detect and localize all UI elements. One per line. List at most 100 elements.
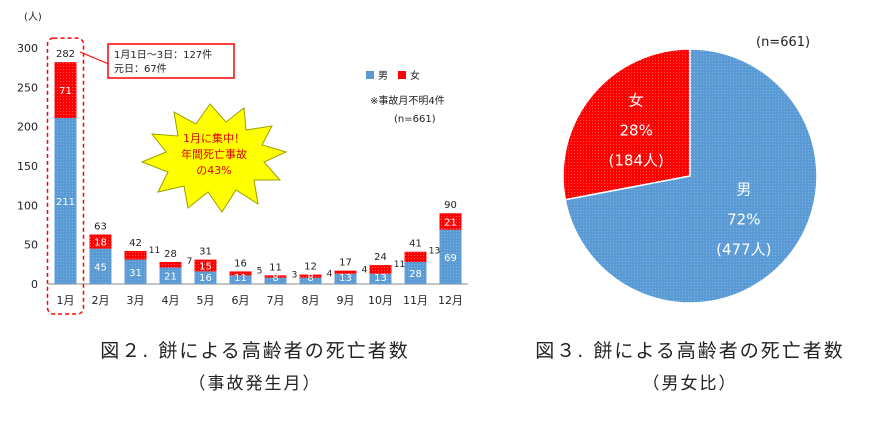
male-value-label: 21 [164, 272, 177, 283]
x-tick-label: 2月 [92, 294, 110, 307]
bar-male [89, 248, 112, 284]
bar-male [404, 261, 427, 284]
figure3-caption: 図３. 餅による高齢者の死亡者数 （男女比） [500, 336, 880, 394]
starburst-callout: 1月に集中！ 年間死亡事故 の43% [140, 103, 288, 213]
y-tick-label: 250 [17, 81, 38, 94]
male-value-label: 69 [444, 253, 457, 264]
legend-label-male: 男 [378, 70, 388, 82]
x-tick-label: 8月 [302, 294, 320, 307]
bar-female [89, 234, 112, 249]
bar-total-label: 28 [164, 249, 177, 260]
x-tick-label: 5月 [197, 294, 215, 307]
x-tick-label: 12月 [438, 294, 463, 307]
bar-male [194, 271, 217, 284]
x-tick-label: 1月 [57, 294, 75, 307]
female-value-label: 11 [149, 246, 160, 256]
female-value-label: 13 [429, 247, 440, 257]
figure3-subtitle: （男女比） [642, 374, 738, 394]
bar-female [194, 259, 217, 272]
pie-slice-male-label: 72% [727, 211, 760, 229]
bar-female [404, 251, 427, 262]
callout-line-1: 1月1日～3日：127件 [114, 49, 212, 61]
male-value-label: 45 [94, 262, 107, 273]
x-tick-label: 3月 [127, 294, 145, 307]
y-unit-label: (人) [24, 11, 42, 23]
pie-n-label: (n=661) [756, 35, 810, 50]
x-tick-label: 11月 [403, 294, 428, 307]
starburst-line-3: の43% [196, 164, 231, 177]
starburst-shape [140, 103, 288, 213]
bar-total-label: 90 [444, 200, 457, 211]
bar-male [334, 273, 357, 284]
female-value-label: 5 [257, 266, 263, 276]
female-value-label: 7 [187, 257, 193, 267]
figure2-title: 図２. 餅による高齢者の死亡者数 [100, 340, 410, 362]
y-tick-label: 0 [31, 278, 38, 291]
male-value-label: 13 [339, 273, 352, 284]
bar-female [229, 271, 252, 276]
bar-male [299, 277, 322, 284]
male-value-label: 31 [129, 268, 142, 279]
callout-line-2: 元日：67件 [114, 63, 167, 75]
bar-total-label: 11 [269, 262, 282, 273]
bar-female [299, 274, 322, 278]
legend: 男 女 ※事故月不明4件 (n=661) [366, 69, 445, 125]
bar-female [334, 270, 357, 274]
pie-slice-female [562, 48, 691, 201]
male-value-label: 13 [374, 273, 387, 284]
pie-slice-female-label: 28% [620, 121, 653, 139]
bar-male [369, 273, 392, 284]
pie-slice-female-label: (184人) [609, 151, 664, 169]
bar-total-label: 63 [94, 221, 107, 232]
starburst-line-1: 1月に集中！ [183, 131, 245, 145]
bar-total-label: 31 [199, 247, 212, 258]
legend-n: (n=661) [394, 114, 436, 125]
male-value-label: 11 [234, 273, 247, 284]
bar-total-label: 282 [56, 49, 75, 60]
x-tick-label: 4月 [162, 294, 180, 307]
male-value-label: 28 [409, 269, 422, 280]
x-tick-label: 9月 [337, 294, 355, 307]
january-highlight-frame [46, 37, 85, 315]
bar-male [159, 267, 182, 284]
pie-slice-male [564, 48, 818, 304]
bar-female [264, 275, 287, 278]
x-tick-label: 7月 [267, 294, 285, 307]
bar-total-label: 17 [339, 258, 352, 269]
bar-female [439, 213, 462, 230]
female-value-label: 11 [394, 260, 405, 270]
female-value-label: 71 [59, 86, 72, 97]
bar-total-label: 42 [129, 238, 142, 249]
male-value-label: 8 [272, 273, 278, 284]
january-callout: 1月1日～3日：127件 元日：67件 [79, 43, 235, 79]
callout-box [107, 43, 235, 79]
female-value-label: 4 [362, 266, 368, 276]
bar-female [159, 261, 182, 268]
bar-male [124, 259, 147, 284]
bar-total-label: 24 [374, 252, 387, 263]
bar-total-label: 41 [409, 239, 422, 250]
legend-note: ※事故月不明4件 [370, 94, 445, 107]
starburst-line-2: 年間死亡事故 [181, 147, 247, 161]
female-value-label: 4 [327, 270, 333, 280]
pie-slice-male-label: 男 [736, 181, 751, 199]
bar-female [54, 62, 77, 119]
y-tick-label: 300 [17, 42, 38, 55]
bar-male [229, 275, 252, 284]
figure3-title: 図３. 餅による高齢者の死亡者数 [535, 340, 845, 362]
female-value-label: 21 [444, 217, 457, 228]
male-value-label: 8 [307, 273, 313, 284]
figure2-caption: 図２. 餅による高齢者の死亡者数 （事故発生月） [40, 336, 470, 394]
bar-female [369, 265, 392, 274]
figure2-subtitle: （事故発生月） [188, 374, 322, 394]
y-tick-label: 150 [17, 160, 38, 173]
bar-male [54, 118, 77, 284]
y-tick-label: 200 [17, 121, 38, 134]
y-tick-label: 100 [17, 199, 38, 212]
bar-total-label: 16 [234, 258, 247, 269]
legend-swatch-male [366, 71, 374, 79]
bar-total-label: 12 [304, 262, 317, 273]
pie-slice-female-label: 女 [629, 91, 644, 109]
gender-pie-chart: (n=661) 女 28% (184人) 男 72% (477人) [562, 35, 818, 304]
